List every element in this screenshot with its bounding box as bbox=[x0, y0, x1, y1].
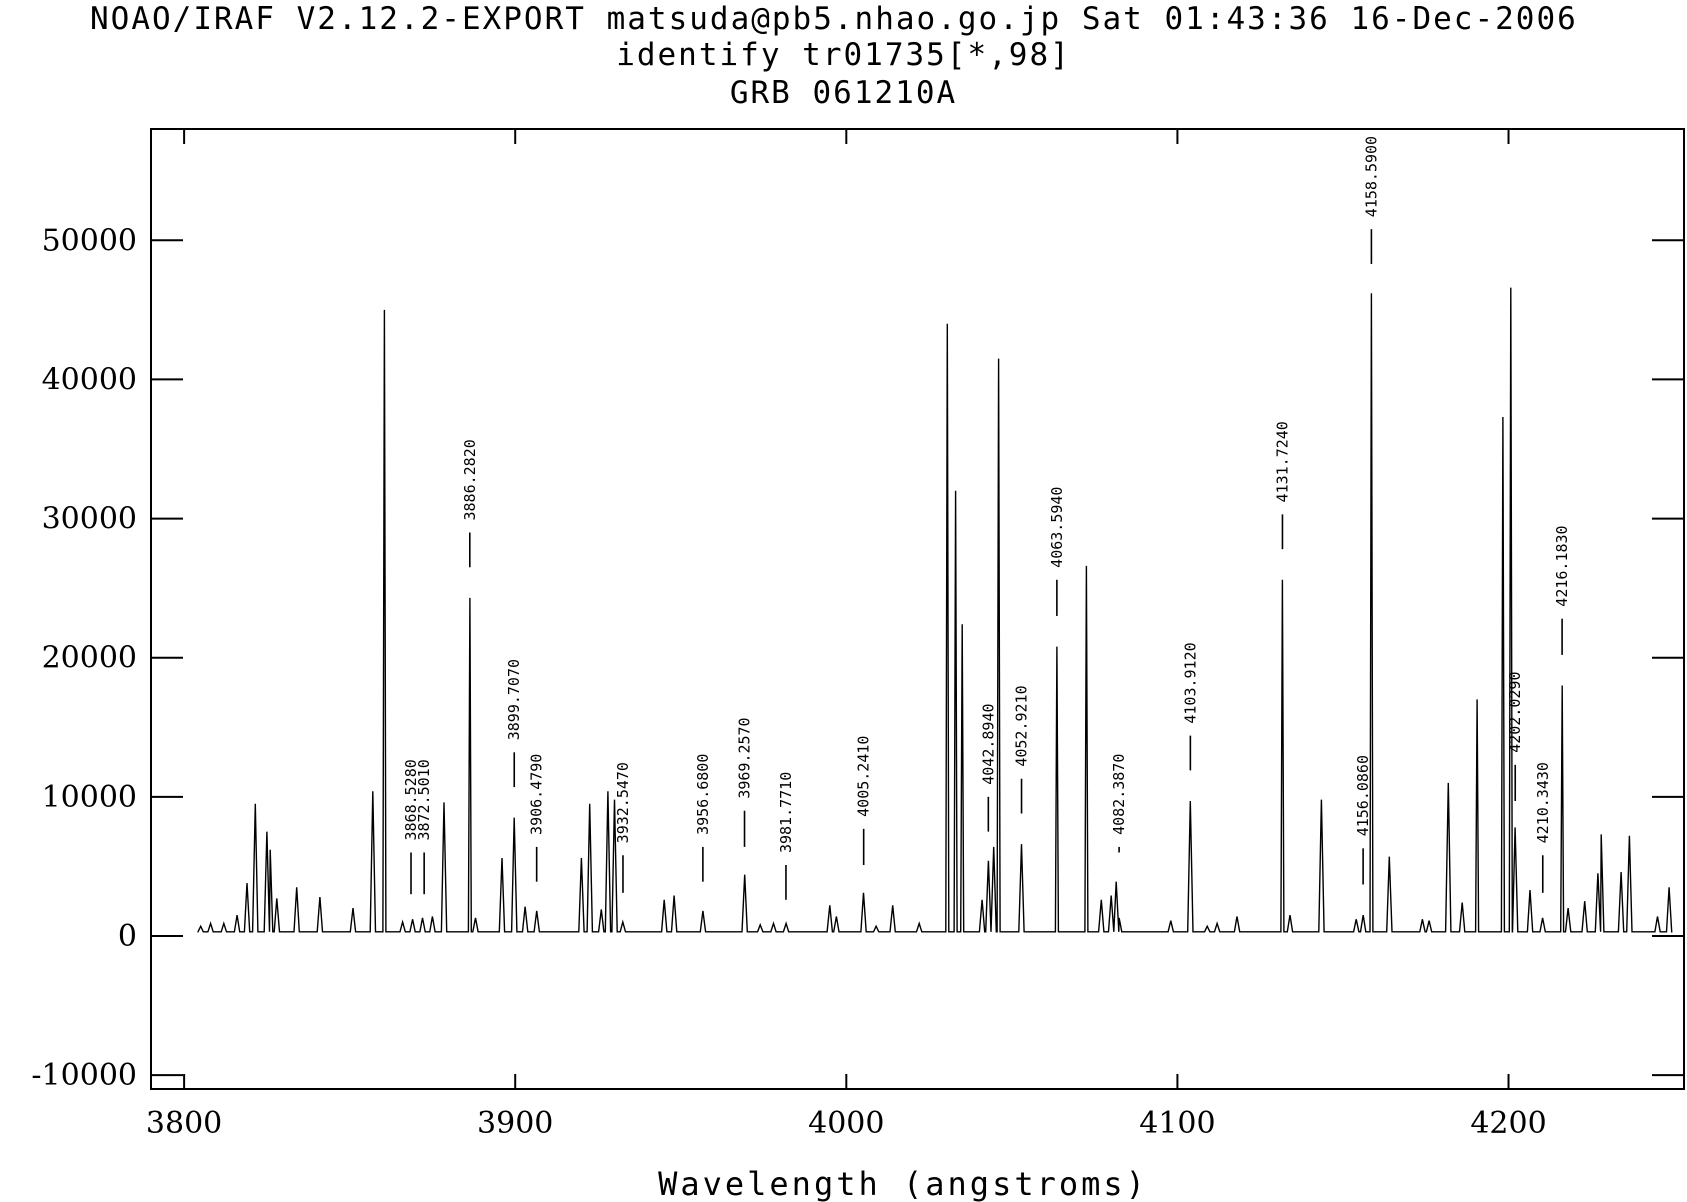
x-tick-label: 3800 bbox=[146, 1106, 222, 1141]
y-tick-label: -10000 bbox=[31, 1058, 137, 1093]
identified-line-label: 4210.3430 bbox=[1534, 762, 1552, 843]
identified-line-label: 3969.2570 bbox=[736, 717, 754, 798]
header-system-info: NOAO/IRAF V2.12.2-EXPORT matsuda@pb5.nha… bbox=[90, 1, 1578, 37]
identified-line-label: 4063.5940 bbox=[1048, 487, 1066, 568]
spectrum-line bbox=[197, 287, 1673, 933]
y-tick-label: 30000 bbox=[42, 502, 137, 537]
identified-line-label: 4052.9210 bbox=[1013, 685, 1031, 766]
identified-line-label: 3906.4790 bbox=[528, 754, 546, 835]
header-command: identify tr01735[*,98] bbox=[616, 37, 1071, 73]
identified-line-label: 4042.8940 bbox=[979, 703, 997, 784]
identified-line-label: 4131.7240 bbox=[1273, 421, 1291, 502]
x-axis-title: Wavelength (angstroms) bbox=[658, 1165, 1148, 1202]
identified-line-label: 4202.0290 bbox=[1506, 671, 1524, 752]
y-tick-label: 10000 bbox=[42, 780, 137, 815]
x-tick-label: 4200 bbox=[1470, 1106, 1546, 1141]
identified-line-label: 4156.0860 bbox=[1354, 755, 1372, 836]
identified-line-label: 4082.3870 bbox=[1110, 754, 1128, 835]
x-tick-label: 4100 bbox=[1139, 1106, 1215, 1141]
y-tick-label: 20000 bbox=[42, 641, 137, 676]
identified-line-label: 4216.1830 bbox=[1553, 525, 1571, 606]
x-tick-label: 3900 bbox=[477, 1106, 553, 1141]
y-tick-label: 40000 bbox=[42, 362, 137, 397]
tick-labels: 3800 3900 4000 4100 4200 -10000 0 10000 20000 300… bbox=[31, 223, 1546, 1141]
identified-line-label: 4158.5900 bbox=[1362, 136, 1380, 217]
identified-line-label: 3868.5280 bbox=[402, 759, 420, 840]
identified-line-label: 4005.2410 bbox=[855, 736, 873, 817]
chart-title: GRB 061210A bbox=[729, 75, 958, 111]
identified-line-label: 3899.7070 bbox=[505, 659, 523, 740]
x-tick-label: 4000 bbox=[808, 1106, 884, 1141]
y-tick-label: 50000 bbox=[42, 223, 137, 258]
identified-line-label: 3956.6800 bbox=[694, 754, 712, 835]
identified-line-label: 4103.9120 bbox=[1181, 642, 1199, 723]
identified-line-label: 3981.7710 bbox=[777, 772, 795, 853]
plot-frame bbox=[150, 128, 1685, 1090]
axis-ticks bbox=[151, 129, 1684, 1089]
identified-line-label: 3886.2820 bbox=[461, 439, 479, 520]
y-tick-label: 0 bbox=[118, 919, 137, 954]
identified-line-label: 3932.5470 bbox=[614, 762, 632, 843]
identified-line-label: 3872.5010 bbox=[415, 759, 433, 840]
